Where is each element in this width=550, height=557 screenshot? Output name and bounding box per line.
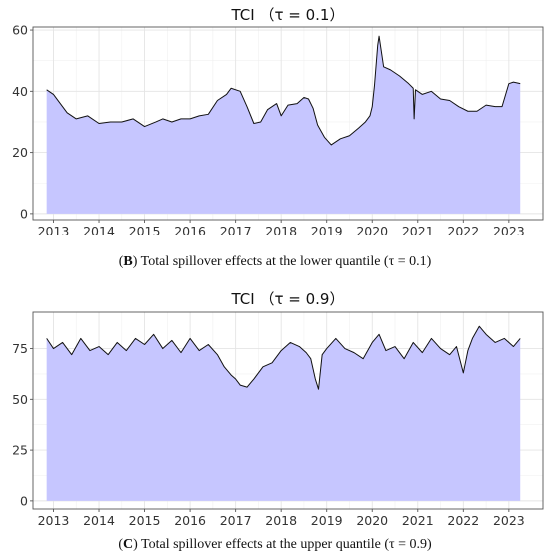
x-tick-label: 2015 (129, 513, 161, 528)
x-tick-label: 2013 (38, 224, 70, 235)
x-tick-label: 2023 (493, 513, 525, 528)
x-tick-label: 2017 (220, 224, 252, 235)
y-tick-label: 50 (12, 392, 28, 407)
x-tick-label: 2018 (265, 224, 297, 235)
plot-frame (32, 26, 544, 221)
chart-panel-C: TCI （τ = 0.9） 0 25 50 75 2013 2014 2015 2016 2017… (0, 283, 550, 528)
caption-letter-B: B (123, 254, 133, 269)
y-tick-label: 75 (12, 341, 28, 356)
chart-svg-B: TCI （τ = 0.1） 0 20 40 60 2013 2014 2015 2016 2017… (12, 6, 544, 235)
caption-text-C: Total spillover effects at the upper qua… (137, 537, 432, 552)
x-tick-label: 2020 (356, 224, 388, 235)
y-tick-label: 60 (12, 23, 28, 38)
y-tick-label: 20 (12, 145, 28, 160)
plot-frame (32, 311, 544, 510)
series-line (46, 35, 521, 146)
x-tick-label: 2022 (447, 224, 479, 235)
series-area (46, 326, 521, 501)
y-tick-label: 0 (20, 206, 28, 221)
x-tick-label: 2014 (83, 513, 115, 528)
x-tick-label: 2014 (83, 224, 115, 235)
x-tick-label: 2020 (356, 513, 388, 528)
y-tick-label: 0 (20, 493, 28, 508)
chart-title: TCI （τ = 0.1） (231, 6, 345, 24)
chart-svg-C: TCI （τ = 0.9） 0 25 50 75 2013 2014 2015 2016 2017… (12, 290, 544, 528)
series-line (46, 325, 521, 390)
chart-title: TCI （τ = 0.9） (231, 290, 345, 308)
caption-letter-C: C (122, 537, 134, 552)
chart-panel-B: TCI （τ = 0.1） 0 20 40 60 2013 2014 2015 2016 2017… (0, 0, 550, 235)
series-area (46, 36, 521, 214)
x-tick-label: 2015 (129, 224, 161, 235)
x-tick-label: 2017 (220, 513, 252, 528)
x-tick-label: 2019 (311, 224, 343, 235)
x-tick-label: 2016 (174, 224, 206, 235)
x-tick-label: 2022 (447, 513, 479, 528)
x-tick-label: 2016 (174, 513, 206, 528)
x-tick-label: 2019 (311, 513, 343, 528)
x-tick-label: 2018 (265, 513, 297, 528)
caption-B: (B) Total spillover effects at the lower… (118, 254, 432, 269)
x-tick-label: 2021 (402, 224, 434, 235)
y-tick-label: 40 (12, 84, 28, 99)
y-tick-label: 25 (12, 443, 28, 458)
caption-C: (C) Total spillover effects at the upper… (118, 537, 432, 552)
caption-text-B: Total spillover effects at the lower qua… (137, 254, 432, 269)
x-tick-label: 2023 (493, 224, 525, 235)
x-tick-label: 2013 (38, 513, 70, 528)
x-tick-label: 2021 (402, 513, 434, 528)
